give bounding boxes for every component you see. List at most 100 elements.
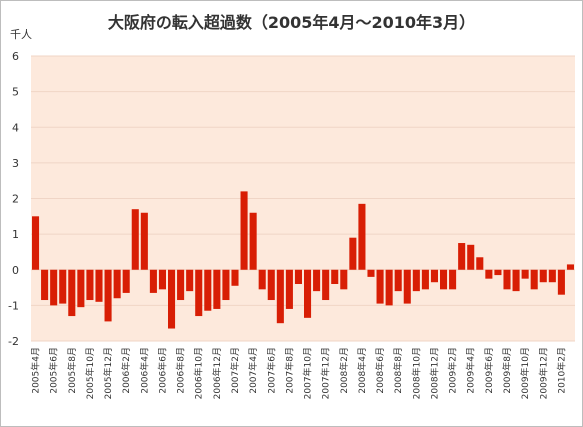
y-tick-label: 2 [12,193,19,206]
x-tick-label: 2007年12月 [320,347,332,399]
bar [59,269,67,304]
x-tick-label: 2007年10月 [302,347,314,399]
x-tick-label: 2005年4月 [30,347,42,394]
x-tick-label: 2009年6月 [483,347,495,394]
chart-title: 大阪府の転入超過数（2005年4月～2010年3月） [107,13,476,32]
bar [385,269,393,306]
bars [32,191,574,329]
x-tick-label: 2007年8月 [283,347,295,394]
bar [41,269,49,301]
bar [140,212,148,270]
x-tick-label: 2008年2月 [338,347,350,394]
bar [494,269,502,276]
bar [485,269,493,279]
bar [412,269,420,292]
bar [403,269,411,304]
bar [186,269,194,292]
y-tick-label: -1 [8,299,19,312]
bar [476,257,484,270]
x-tick-label: 2005年12月 [102,347,114,399]
bar [557,269,565,295]
bar [331,269,339,284]
x-tick-label: 2010年2月 [555,347,567,394]
x-axis-ticks: 2005年4月 2005年6月 2005年8月 2005年10月 2005年12月 200… [30,347,568,399]
bar [104,269,112,322]
bar [294,269,302,284]
x-tick-label: 2005年6月 [48,347,60,394]
x-tick-label: 2007年6月 [265,347,277,394]
bar [467,244,475,270]
bar [149,269,157,293]
y-tick-label: 6 [12,50,19,63]
bar [240,191,248,270]
bar [349,237,357,270]
bar [122,269,130,293]
bar [168,269,176,329]
x-tick-label: 2005年10月 [84,347,96,399]
bar [177,269,185,301]
x-tick-label: 2008年12月 [428,347,440,399]
bar [367,269,375,277]
x-tick-label: 2006年2月 [120,347,132,394]
x-tick-label: 2006年8月 [175,347,187,394]
x-tick-label: 2009年8月 [501,347,513,394]
bar [213,269,221,309]
bar [68,269,76,317]
bar [77,269,85,308]
bar [258,269,266,290]
x-tick-label: 2007年2月 [229,347,241,394]
bar [131,209,139,270]
x-tick-label: 2005年8月 [66,347,78,394]
y-tick-label: 1 [12,228,19,241]
bar [421,269,429,290]
bar [566,264,574,270]
x-tick-label: 2009年4月 [465,347,477,394]
x-tick-label: 2006年10月 [193,347,205,399]
bar [322,269,330,301]
x-tick-label: 2008年10月 [410,347,422,399]
y-tick-label: 0 [12,264,19,277]
bar [358,203,366,270]
bar [95,269,103,302]
bar [204,269,212,311]
bar [231,269,239,286]
x-tick-label: 2008年4月 [356,347,368,394]
bar [512,269,520,292]
bar [113,269,121,299]
y-tick-label: 3 [12,157,19,170]
y-axis-ticks: 6 5 4 3 2 1 0 -1 -2 [8,50,19,348]
bar [539,269,547,283]
bar [530,269,538,290]
x-tick-label: 2006年12月 [211,347,223,399]
bar [521,269,529,279]
bar [440,269,448,290]
bar [32,216,40,270]
y-tick-label: 5 [12,86,19,99]
bar [503,269,511,290]
bar [458,243,466,270]
bar [304,269,312,318]
y-axis-unit-label: 千人 [10,28,32,41]
bar [340,269,348,290]
bar [313,269,321,292]
x-tick-label: 2009年2月 [447,347,459,394]
bar [50,269,58,306]
x-tick-label: 2007年4月 [247,347,259,394]
bar [267,269,275,301]
bar [394,269,402,292]
x-tick-label: 2006年6月 [156,347,168,394]
bar [222,269,230,301]
bar [158,269,166,290]
x-tick-label: 2008年6月 [374,347,386,394]
y-tick-label: 4 [12,121,19,134]
bar [276,269,284,324]
bar [376,269,384,304]
x-tick-label: 2009年10月 [519,347,531,399]
bar [430,269,438,283]
x-tick-label: 2006年4月 [138,347,150,394]
x-tick-label: 2008年8月 [392,347,404,394]
y-tick-label: -2 [8,335,19,348]
gridlines [31,55,575,342]
x-tick-label: 2009年12月 [537,347,549,399]
